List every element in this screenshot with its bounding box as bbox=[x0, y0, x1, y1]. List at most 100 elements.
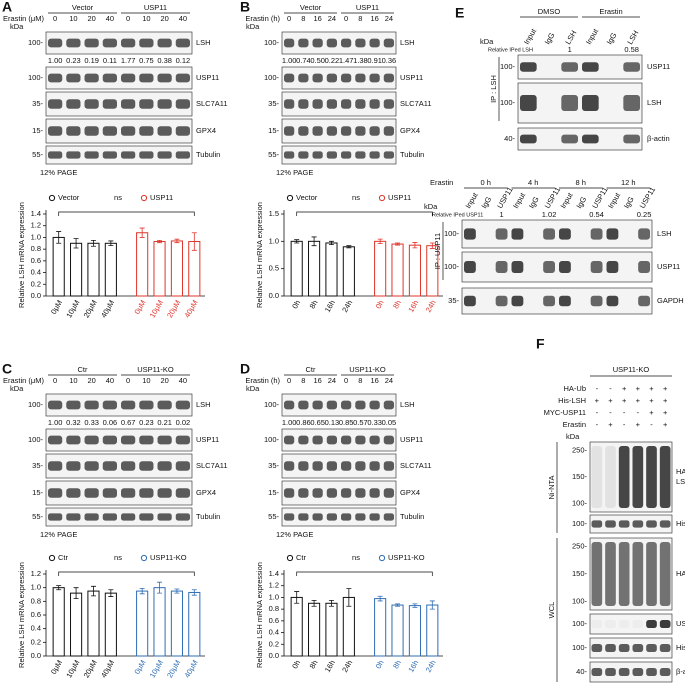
band bbox=[561, 134, 578, 144]
annotation: ns bbox=[114, 193, 122, 202]
quant-label: 0.21 bbox=[157, 418, 172, 427]
y-tick-label: 1.4 bbox=[269, 569, 279, 578]
y-tick-label: 0.5 bbox=[269, 264, 279, 273]
blot-box bbox=[45, 31, 193, 55]
condition-sign: + bbox=[608, 420, 613, 429]
band bbox=[632, 644, 644, 652]
bar bbox=[70, 592, 83, 657]
band bbox=[102, 99, 117, 109]
row-label: LSH bbox=[400, 38, 415, 47]
band bbox=[66, 38, 81, 48]
band bbox=[561, 62, 578, 72]
band bbox=[66, 461, 81, 471]
band bbox=[383, 461, 394, 471]
y-tick-label: 1.0 bbox=[269, 592, 279, 601]
band bbox=[369, 513, 380, 521]
kda-label: kDa bbox=[10, 384, 24, 393]
kda-label: kDa bbox=[10, 22, 24, 31]
band bbox=[326, 461, 337, 471]
band bbox=[659, 446, 671, 508]
blot-box bbox=[281, 393, 397, 417]
band bbox=[383, 513, 394, 521]
error-bar bbox=[157, 581, 163, 594]
quant-label: 1 bbox=[568, 45, 572, 54]
row-label: HA bbox=[676, 569, 685, 578]
band bbox=[383, 38, 394, 48]
band bbox=[606, 228, 619, 240]
note: 12% PAGE bbox=[40, 530, 77, 539]
condition-sign: + bbox=[636, 420, 641, 429]
y-tick-label: 0.4 bbox=[31, 268, 41, 277]
y-tick-label: 0.4 bbox=[269, 628, 279, 637]
band bbox=[646, 446, 657, 508]
row-label: GAPDH bbox=[657, 296, 684, 305]
quant-label: 0.58 bbox=[624, 45, 639, 54]
lane-label: 16 bbox=[370, 376, 378, 385]
band bbox=[139, 488, 154, 498]
error-bar bbox=[328, 599, 334, 607]
quant-label: 0.91 bbox=[367, 56, 382, 65]
y-tick-label: 1.2 bbox=[31, 569, 41, 578]
bar bbox=[52, 236, 65, 297]
band bbox=[121, 73, 136, 83]
band bbox=[495, 295, 508, 307]
band bbox=[659, 520, 671, 528]
band bbox=[48, 151, 63, 159]
legend-label: USP11-KO bbox=[150, 553, 187, 562]
band bbox=[520, 62, 537, 72]
y-tick-label: 0.8 bbox=[31, 596, 41, 605]
mw-label: 150- bbox=[572, 472, 588, 481]
quant-label: 0.54 bbox=[589, 210, 604, 219]
band bbox=[591, 644, 603, 652]
band bbox=[369, 461, 380, 471]
band bbox=[383, 488, 394, 498]
band bbox=[623, 95, 640, 111]
band bbox=[157, 126, 172, 136]
band bbox=[298, 99, 309, 109]
blot-box bbox=[45, 428, 193, 452]
error-bar bbox=[346, 588, 352, 607]
y-axis-label: Relative LSH mRNA expression bbox=[255, 562, 264, 668]
band bbox=[66, 99, 81, 109]
y-tick-label: 1.0 bbox=[269, 236, 279, 245]
panel-label: D bbox=[240, 361, 250, 377]
band bbox=[175, 400, 190, 410]
lane-label: 0 bbox=[126, 376, 130, 385]
error-bar bbox=[395, 242, 401, 246]
error-bar bbox=[377, 595, 383, 602]
band bbox=[312, 38, 323, 48]
band bbox=[312, 126, 323, 136]
error-bar bbox=[429, 600, 435, 610]
mw-label: 100- bbox=[28, 38, 44, 47]
lane-label: 0 bbox=[287, 376, 291, 385]
lane-label: 0 bbox=[287, 14, 291, 23]
lane-label: 16 bbox=[370, 14, 378, 23]
quant-label: 1.00 bbox=[48, 56, 63, 65]
mw-label: 100- bbox=[500, 62, 516, 71]
annotation: ns bbox=[114, 553, 122, 562]
band bbox=[590, 261, 603, 273]
band bbox=[157, 435, 172, 445]
row-label: SLC7A11 bbox=[400, 99, 432, 108]
legend-label: USP11-KO bbox=[388, 553, 425, 562]
x-tick-label: 0h bbox=[374, 298, 386, 310]
band bbox=[312, 435, 323, 445]
band bbox=[102, 461, 117, 471]
y-tick-label: 1.4 bbox=[31, 209, 41, 218]
quant-label: 1.00 bbox=[48, 418, 63, 427]
legend-label: USP11 bbox=[388, 193, 411, 202]
bar bbox=[153, 241, 166, 297]
blot-box bbox=[461, 219, 653, 249]
band bbox=[341, 38, 352, 48]
band bbox=[638, 295, 650, 307]
row-label: LSH bbox=[647, 98, 662, 107]
band bbox=[139, 461, 154, 471]
panel-label: C bbox=[2, 361, 12, 377]
mw-label: 35- bbox=[268, 461, 279, 470]
band bbox=[298, 400, 309, 410]
band bbox=[66, 435, 81, 445]
bar bbox=[290, 596, 303, 657]
condition-sign: - bbox=[596, 408, 599, 417]
note: 12% PAGE bbox=[40, 168, 77, 177]
panel-label: E bbox=[455, 5, 464, 21]
